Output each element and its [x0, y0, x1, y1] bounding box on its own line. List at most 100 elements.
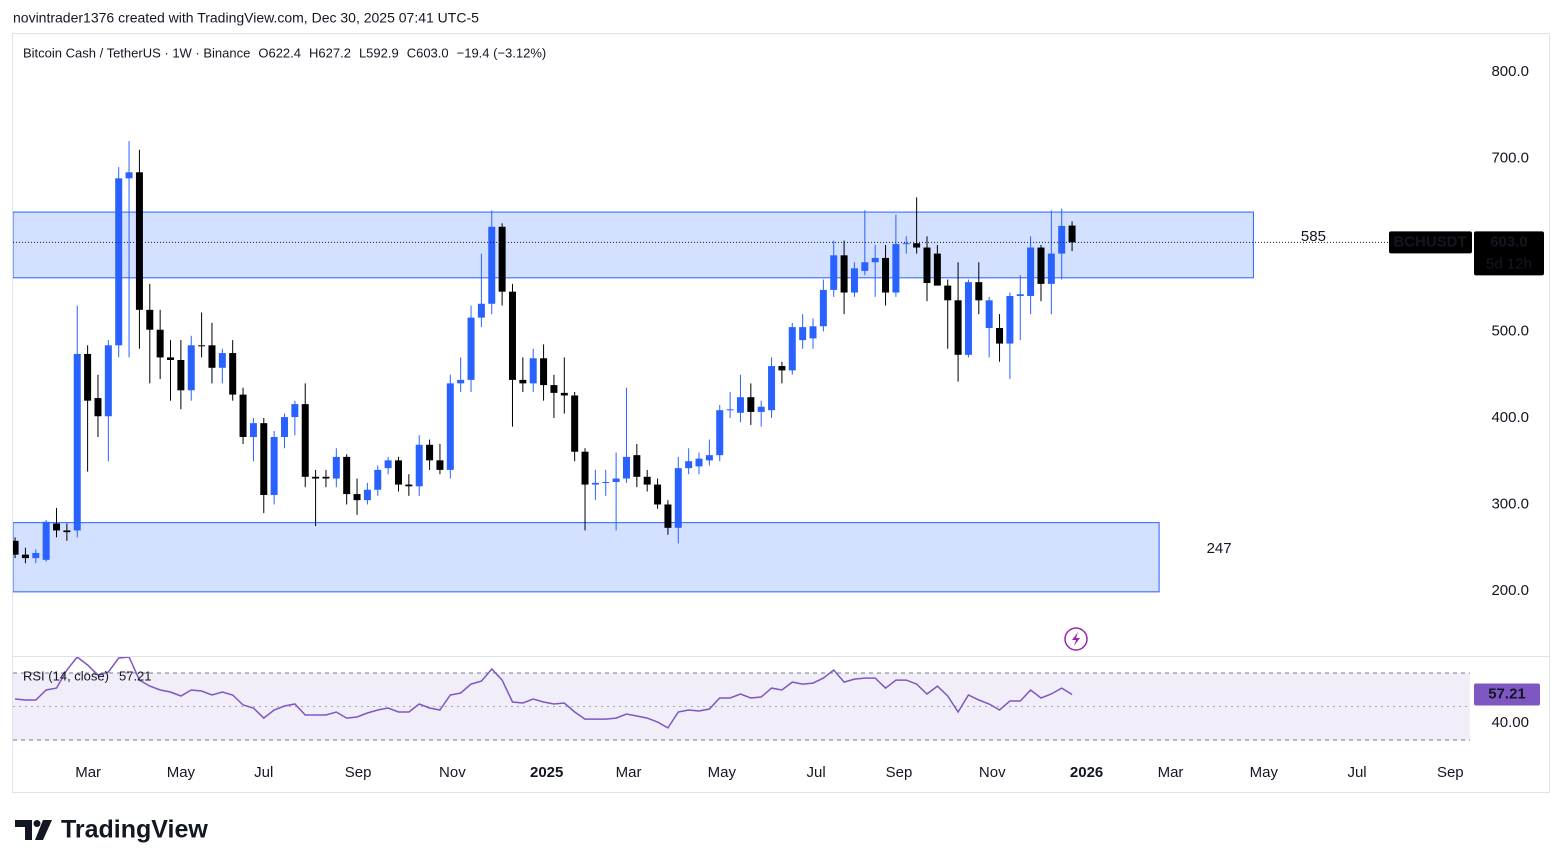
candle-body	[457, 379, 465, 384]
candle-body	[550, 385, 558, 393]
candle-body	[343, 456, 351, 495]
rsi-line	[15, 657, 1073, 729]
price-tag: 603.0	[1490, 233, 1528, 250]
candle-body	[270, 436, 278, 495]
candle-body	[104, 345, 112, 417]
candle-body	[498, 226, 506, 292]
zone-label: 585	[1301, 228, 1326, 245]
candle-body	[923, 247, 931, 284]
candle-body	[996, 327, 1004, 344]
candle-body	[1037, 247, 1045, 284]
candle-body	[84, 353, 92, 401]
overlay: Bitcoin Cash / TetherUS · 1W · Binance O6…	[13, 45, 1544, 781]
candle-body	[208, 345, 216, 368]
candle-body	[477, 303, 485, 318]
x-tick-label: Sep	[345, 764, 372, 781]
frame	[12, 33, 1550, 793]
candle-body	[156, 329, 164, 358]
symbol-tag-bg	[1389, 231, 1472, 254]
candle-body	[467, 317, 475, 380]
candle-body	[405, 484, 413, 487]
candle-body	[1006, 295, 1014, 344]
x-tick-label: Mar	[616, 764, 642, 781]
candle-body	[571, 395, 579, 452]
x-tick-label: Sep	[1437, 764, 1464, 781]
y-tick-label: 500.0	[1491, 322, 1529, 339]
candle-body	[778, 366, 786, 371]
x-tick-label: Mar	[1158, 764, 1184, 781]
candle-body	[32, 552, 40, 559]
candle-body	[446, 383, 454, 470]
candle-body	[654, 484, 662, 505]
symbol-tag: BCHUSDT	[1393, 233, 1466, 250]
candle-body	[167, 357, 175, 361]
x-tick-label: Sep	[886, 764, 913, 781]
candle-body	[819, 289, 827, 327]
candle-body	[198, 345, 206, 347]
legend-text: O622.4	[258, 45, 301, 60]
y-tick-label: 400.0	[1491, 409, 1529, 426]
candle-body	[985, 300, 993, 328]
candle-body	[125, 172, 133, 179]
candle-body	[94, 398, 102, 417]
candle-body	[218, 353, 226, 368]
candle-body	[63, 530, 71, 533]
rsi-pane	[13, 657, 1470, 741]
logo-mark	[33, 820, 41, 827]
x-tick-label: 2025	[530, 764, 563, 781]
candle-body	[1058, 225, 1066, 254]
candle-body	[1016, 294, 1024, 296]
candle-body	[322, 476, 330, 479]
rsi-tag: 57.21	[1488, 685, 1526, 702]
candle-body	[363, 489, 371, 501]
candle-body	[788, 327, 796, 371]
candle-body	[602, 481, 610, 483]
candle-body	[115, 178, 123, 346]
candle-body	[768, 366, 776, 411]
y-tick-label: 300.0	[1491, 495, 1529, 512]
candle-body	[591, 482, 599, 485]
candle-body	[239, 394, 247, 437]
candle-body	[664, 504, 672, 528]
y-tick-label: 700.0	[1491, 149, 1529, 166]
x-tick-label: Mar	[75, 764, 101, 781]
candle-body	[840, 255, 848, 293]
x-tick-label: Jul	[254, 764, 273, 781]
y-tick-label: 800.0	[1491, 63, 1529, 80]
legend-text: H627.2	[309, 45, 351, 60]
candle-body	[892, 244, 900, 293]
candle-body	[260, 423, 268, 495]
candle-body	[799, 327, 807, 341]
candle-body	[281, 417, 289, 437]
candle-body	[882, 257, 890, 293]
candle-body	[695, 458, 703, 467]
rsi-band	[13, 673, 1470, 740]
candle-body	[73, 353, 81, 531]
candle-body	[353, 494, 361, 501]
alert-bolt	[1072, 632, 1080, 646]
candle-body	[685, 461, 693, 469]
price-pane	[13, 141, 1254, 593]
candle-body	[560, 392, 568, 396]
candle-body	[975, 282, 983, 301]
candle-body	[508, 291, 516, 380]
candle-body	[415, 444, 423, 487]
x-tick-label: Jul	[807, 764, 826, 781]
candle-body	[146, 309, 154, 330]
candle-body	[312, 476, 320, 479]
candle-body	[705, 455, 713, 461]
candle-body	[426, 444, 434, 461]
candle-body	[612, 478, 620, 482]
candle-body	[540, 358, 548, 386]
candle-body	[913, 243, 921, 248]
x-tick-label: Nov	[979, 764, 1006, 781]
logo-mark	[15, 820, 32, 840]
candle-body	[633, 455, 641, 477]
candle-body	[871, 257, 879, 263]
price-tag-bg	[1474, 231, 1544, 276]
candle-body	[1047, 253, 1055, 284]
candle-body	[135, 172, 143, 310]
x-tick-label: May	[1250, 764, 1279, 781]
